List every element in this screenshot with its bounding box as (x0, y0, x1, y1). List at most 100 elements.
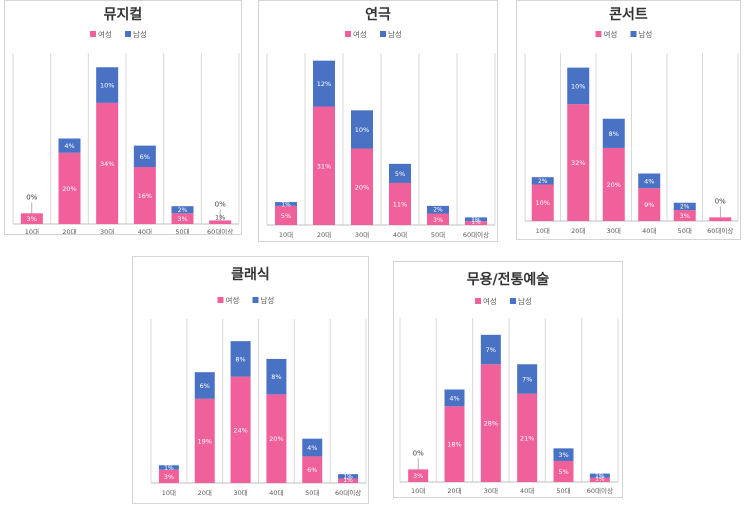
legend-label-female: 여성 (604, 29, 618, 39)
bar-male (389, 163, 411, 183)
bar-female (230, 376, 251, 483)
bar-male (444, 389, 465, 407)
chart-panel-concert: 콘서트 여성 남성 10% 2% 10대 32% 10% 20대 20% 8% 30대 9% 4% 40대 3… (516, 0, 741, 240)
x-tick-label: 50대 (678, 227, 692, 235)
bar-female (302, 456, 323, 483)
legend-swatch-male (630, 31, 637, 37)
bar-female (20, 213, 43, 224)
bar-male (351, 110, 373, 149)
data-label-male: 2% (178, 207, 188, 214)
data-label-male: 7% (486, 346, 496, 354)
data-label-female: 19% (198, 437, 212, 445)
bar-male (230, 341, 251, 377)
x-tick-label: 40대 (269, 489, 283, 497)
x-tick-label: 30대 (484, 487, 498, 495)
x-tick-label: 60대이상 (207, 227, 233, 234)
bar-male (517, 364, 538, 394)
x-tick-label: 30대 (355, 231, 369, 239)
bar-female (638, 188, 661, 221)
bar-female (427, 213, 449, 225)
data-label-male: 5% (395, 170, 405, 178)
bar-female (158, 469, 179, 483)
data-label-female: 11% (393, 200, 407, 208)
data-label-female: 20% (269, 435, 283, 443)
bar-female (589, 477, 610, 482)
legend-swatch-female (217, 297, 224, 303)
x-tick-label: 20대 (198, 489, 212, 497)
bar-male (194, 372, 215, 399)
data-label-male: 4% (64, 142, 74, 150)
bar-male (427, 205, 449, 214)
chart-title: 무용/전통예술 (467, 271, 550, 288)
legend-label-female: 여성 (353, 29, 367, 39)
legend-label-male: 남성 (639, 30, 653, 39)
bar-male (465, 217, 487, 222)
data-label-female: 3% (413, 472, 423, 480)
legend-label-female: 여성 (483, 296, 497, 306)
x-tick-label: 50대 (175, 228, 189, 234)
bar-male (589, 473, 610, 478)
chart-legend: 여성 남성 (595, 29, 653, 39)
data-label-female: 3% (27, 215, 37, 223)
chart-legend: 여성 남성 (345, 29, 402, 39)
x-tick-label: 10대 (411, 487, 425, 495)
data-label-female: 9% (644, 201, 654, 209)
data-label-female: 6% (307, 466, 317, 474)
data-label-male: 7% (522, 375, 532, 383)
x-tick-label: 20대 (571, 227, 585, 235)
data-label-female: 1% (595, 476, 605, 483)
data-label-female: 31% (317, 162, 331, 170)
x-tick-label: 40대 (393, 231, 407, 239)
bar-female (480, 364, 501, 482)
legend-swatch-male (125, 31, 131, 37)
bar-male (158, 465, 179, 470)
bar-male (553, 448, 574, 461)
bar-male (567, 67, 590, 105)
bar-male (673, 202, 696, 211)
bar-female (171, 213, 194, 224)
chart-legend: 여성 남성 (90, 29, 147, 39)
data-label-female: 1% (471, 219, 481, 226)
data-label-male: 8% (609, 130, 619, 138)
bar-female (58, 152, 81, 224)
legend-swatch-female (90, 31, 96, 37)
data-label-male: 4% (307, 444, 317, 452)
chart-panel-musical: 뮤지컬 여성 남성 3% 0% 10대 20% 4% 20대 34% 10% 30대 16% 6% 40대 3… (4, 0, 242, 235)
legend-swatch-male (252, 297, 259, 303)
bar-female (133, 167, 156, 224)
x-tick-label: 10대 (25, 228, 39, 234)
data-label-female: 20% (355, 183, 369, 191)
bar-female (209, 220, 232, 224)
bar-female (531, 184, 554, 221)
legend-swatch-male (510, 298, 516, 304)
chart-title: 콘서트 (609, 7, 648, 23)
bar-female (338, 478, 359, 483)
data-label-male: 1% (343, 474, 353, 481)
x-tick-label: 10대 (536, 227, 550, 235)
data-label-male: 0% (215, 200, 226, 208)
bar-male (133, 145, 156, 167)
x-tick-label: 40대 (642, 227, 656, 235)
data-label-male: 1% (471, 217, 481, 224)
bar-female (351, 148, 373, 225)
bar-female (389, 182, 411, 225)
data-label-male: 0% (715, 197, 726, 205)
chart-panel-classical: 클래식 여성 남성 3% 1% 10대 19% 6% 20대 24% 8% 30대 20% 8% 40대 6%… (132, 256, 369, 504)
x-tick-label: 10대 (162, 489, 176, 497)
data-label-female: 3% (680, 212, 690, 220)
legend-label-male: 남성 (518, 297, 532, 306)
legend-swatch-female (475, 298, 481, 304)
data-label-male: 10% (355, 126, 369, 134)
bar-female (567, 104, 590, 221)
data-label-male: 4% (644, 177, 654, 185)
x-tick-label: 50대 (556, 487, 570, 495)
x-tick-label: 60대이상 (707, 226, 733, 235)
bar-male (480, 334, 501, 365)
data-label-female: 20% (62, 185, 76, 193)
x-tick-label: 40대 (138, 228, 152, 234)
data-label-female: 32% (571, 159, 585, 167)
x-tick-label: 20대 (317, 231, 331, 239)
